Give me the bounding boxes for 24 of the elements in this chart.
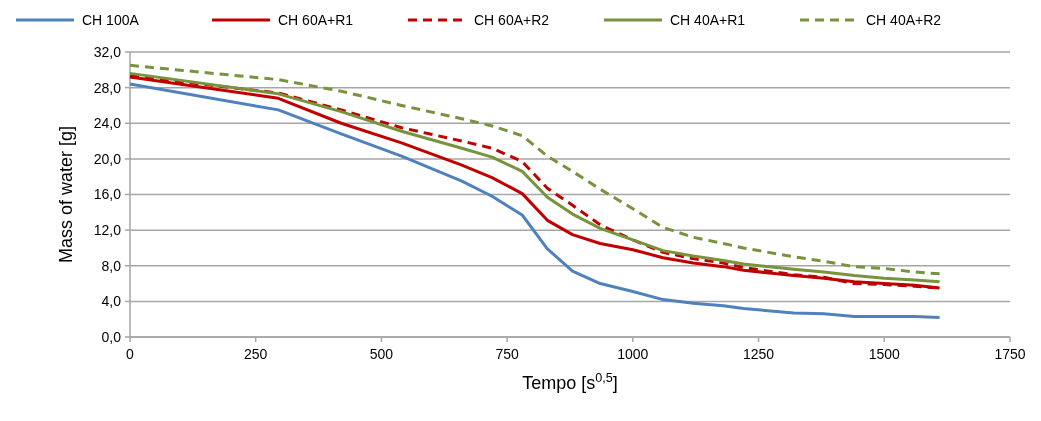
y-tick-label: 0,0	[101, 328, 122, 345]
x-tick-label: 1500	[868, 346, 901, 362]
y-axis-title: Mass of water [g]	[56, 125, 76, 264]
y-tick-label: 8,0	[101, 257, 122, 274]
y-tick-label: 4,0	[101, 293, 122, 310]
y-tick-label: 32,0	[93, 43, 122, 60]
y-tick-label: 12,0	[93, 222, 122, 239]
legend-label: CH 40A+R1	[670, 11, 746, 28]
legend-label: CH 60A+R1	[278, 11, 354, 28]
y-tick-label: 28,0	[93, 79, 122, 96]
x-tick-label: 0	[126, 346, 135, 362]
x-tick-label: 1000	[617, 346, 649, 362]
x-tick-label: 500	[369, 346, 394, 362]
legend-label: CH 100A	[82, 11, 140, 28]
x-tick-label: 1750	[994, 346, 1026, 362]
x-axis-title: Tempo [s$^{0,5}$]	[522, 371, 618, 393]
y-tick-label: 24,0	[93, 115, 122, 132]
x-tick-label: 250	[244, 346, 268, 362]
y-tick-label: 20,0	[93, 150, 122, 167]
y-tick-label: 16,0	[93, 186, 122, 203]
x-tick-label: 750	[495, 346, 520, 362]
legend-label: CH 60A+R2	[474, 11, 550, 28]
legend-label: CH 40A+R2	[866, 11, 942, 28]
x-tick-label: 1250	[742, 346, 775, 362]
